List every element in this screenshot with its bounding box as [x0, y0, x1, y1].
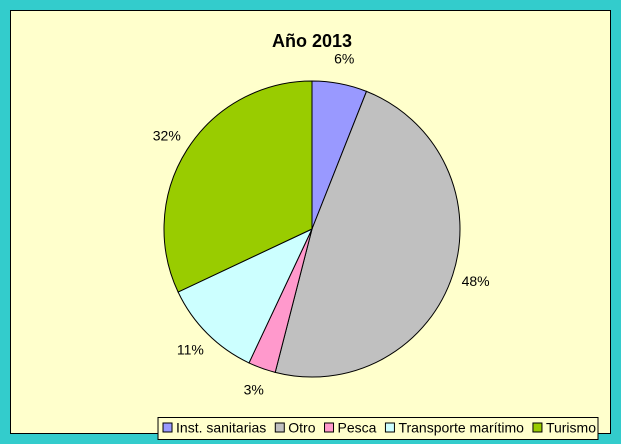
- legend-swatch: [532, 422, 543, 433]
- data-label: 3%: [244, 382, 264, 398]
- legend-label: Pesca: [338, 420, 377, 436]
- legend-label: Otro: [288, 420, 315, 436]
- data-label: 48%: [462, 273, 490, 289]
- legend-swatch: [324, 422, 335, 433]
- pie-slice: [274, 90, 461, 378]
- legend-swatch: [274, 422, 285, 433]
- chart-title: Año 2013: [272, 31, 352, 51]
- legend-swatch: [162, 422, 173, 433]
- pie-slice: [177, 227, 314, 364]
- data-label: 11%: [177, 341, 204, 357]
- pie-slice: [163, 80, 313, 293]
- legend-label: Inst. sanitarias: [176, 420, 266, 436]
- legend-box: [157, 417, 599, 440]
- data-label: 6%: [334, 51, 354, 67]
- legend: Inst. sanitarias Otro Pesca Transporte marí…: [157, 417, 599, 440]
- legend-label: Turismo: [546, 420, 596, 436]
- legend-swatch: [384, 422, 395, 433]
- data-label: 32%: [153, 128, 181, 144]
- legend-label: Transporte marítimo: [398, 420, 524, 436]
